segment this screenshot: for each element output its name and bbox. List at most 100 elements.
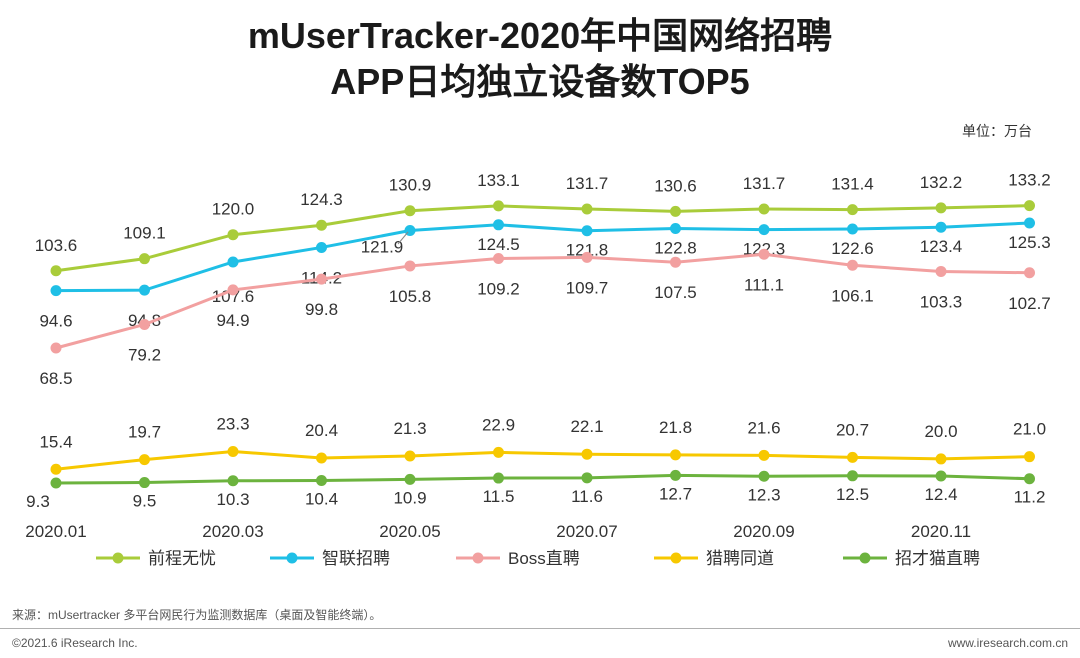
series-0: 103.6 109.1 120.0 124.3 130.9 133.1 131.7 130.6… [35,171,1051,277]
data-point [935,202,947,214]
data-label: 22.9 [482,415,515,434]
line-chart: 103.6 109.1 120.0 124.3 130.9 133.1 131.7 130.6… [25,171,1051,568]
data-point [50,463,62,475]
data-point [316,475,327,487]
data-point [935,453,947,465]
data-label: 111.1 [744,275,784,294]
data-point [139,253,150,265]
data-label: 124.3 [300,190,343,209]
data-label: 131.7 [566,174,609,193]
series-line [55,252,1030,350]
data-label: 130.9 [389,176,432,195]
data-point [758,449,770,461]
data-label: 131.4 [831,175,874,194]
x-tick-label: 2020.07 [556,522,617,541]
data-point [935,265,947,277]
data-point [581,251,593,263]
data-point [139,477,150,489]
source-note: 来源：mUsertracker 多平台网民行为监测数据库（桌面及智能终端）。 [12,608,382,622]
data-label: 103.3 [920,292,963,311]
legend-marker [670,552,682,564]
data-point [847,470,858,482]
data-label: 21.8 [659,418,692,437]
data-label: 9.3 [26,492,50,511]
data-label: 21.0 [1013,420,1046,439]
data-label: 9.5 [133,492,157,511]
data-label: 102.7 [1008,294,1051,313]
data-label: 94.9 [216,311,249,330]
chart-title-line-1: mUserTracker-2020年中国网络招聘 [247,15,833,56]
data-point [139,454,150,466]
legend-marker [859,552,871,564]
data-label: 21.6 [747,418,780,437]
data-label: 109.2 [477,279,520,298]
data-label: 122.6 [831,239,874,258]
website: www.iresearch.com.cn [947,636,1068,650]
data-point [227,256,239,268]
data-label: 109.1 [123,224,166,243]
data-label: 106.1 [831,286,874,305]
data-label: 11.2 [1014,488,1046,507]
data-point [670,449,681,461]
data-point [404,205,416,217]
data-point [581,203,593,215]
data-point [316,219,327,231]
data-point [1024,451,1035,463]
data-label: 122.8 [654,239,697,258]
data-label: 107.5 [654,283,697,302]
data-point [1024,267,1035,279]
data-label: 99.8 [305,300,338,319]
series-4: 9.3 9.5 10.3 10.4 10.9 11.5 11.6 12.7 12.3 12.5 12… [26,469,1046,511]
data-point [1024,473,1035,485]
data-point [670,223,681,235]
x-tick-label: 2020.03 [202,522,263,541]
data-label: 10.4 [305,490,338,509]
series-2: 68.5 79.2 94.9 99.8 105.8 109.2 109.7 107.5 111.… [39,248,1051,388]
data-label: 125.3 [1008,233,1051,252]
data-point [581,225,593,237]
data-label: 103.6 [35,236,78,255]
data-point [50,265,62,277]
data-point [758,203,770,215]
legend-marker [286,552,298,564]
x-tick-label: 2020.05 [379,522,440,541]
data-label: 10.9 [393,488,426,507]
data-label: 20.4 [305,421,338,440]
data-label: 105.8 [389,287,432,306]
data-label: 124.5 [477,235,520,254]
legend-label: 招才猫直聘 [895,549,980,568]
data-point [847,223,858,235]
data-label: 120.0 [212,200,255,219]
data-point [227,229,239,241]
data-point [404,450,416,462]
legend-item: 招才猫直聘 [843,549,980,568]
legend-item: 猎聘同道 [654,549,774,568]
legend-marker [472,552,484,564]
data-point [758,248,770,260]
series-line [55,221,1030,293]
data-point [493,200,504,212]
data-point [227,284,239,296]
legend-item: 前程无忧 [96,549,216,568]
legend-item: Boss直聘 [456,549,580,568]
data-point [1024,217,1035,229]
data-label: 20.7 [836,420,869,439]
data-label: 11.5 [483,487,515,506]
label-leader-line [397,231,409,245]
legend-label: 智联招聘 [322,549,390,568]
data-point [493,446,504,458]
data-point [50,285,62,297]
data-label: 23.3 [216,415,249,434]
legend-label: Boss直聘 [508,549,580,568]
data-label: 22.1 [570,417,603,436]
data-point [935,221,947,233]
data-label: 10.3 [216,490,249,509]
data-point [404,473,416,485]
x-tick-label: 2020.01 [25,522,86,541]
chart-title-line-2: APP日均独立设备数TOP5 [330,61,750,102]
data-point [50,342,62,354]
data-label: 79.2 [128,345,161,364]
data-point [139,318,150,330]
data-point [847,451,858,463]
data-point [316,452,327,464]
